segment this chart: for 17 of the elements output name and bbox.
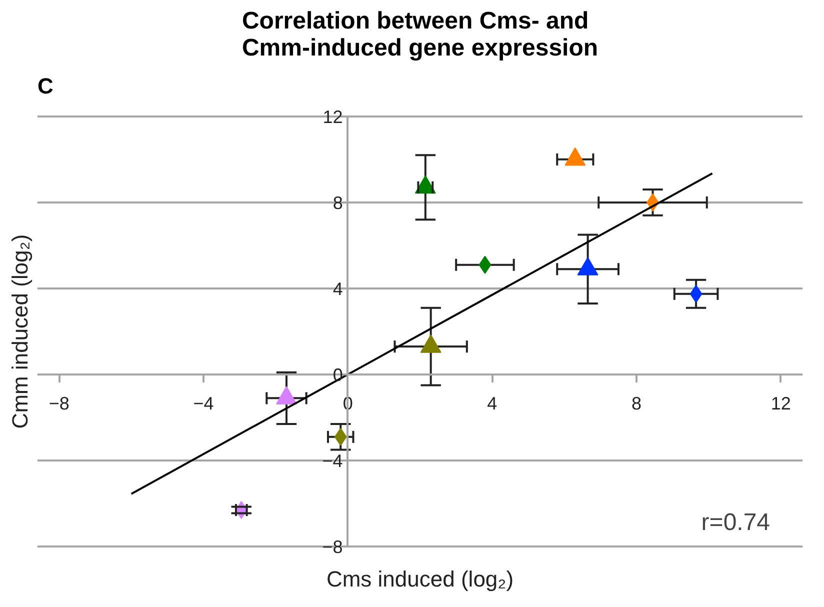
point [577,257,598,276]
x-tick-label: 12 [770,394,791,414]
text: C [38,74,54,98]
point [564,147,586,166]
x-tick-label: 4 [487,394,498,414]
x-axis-title: Cms induced (log₂) [326,566,514,592]
x-tick-label: 8 [632,394,642,414]
y-tick-label: 12 [322,106,343,127]
y-axis-title: Cmm induced (log₂) [8,234,32,429]
y-tick-label: 4 [332,278,343,299]
x-tick-label: −8 [48,394,70,414]
annotation: r=0.74 [701,508,770,536]
chart-title: Correlation between Cms- and Cmm-induced gene expression [242,8,598,62]
x-tick-label: −4 [193,394,214,414]
y-tick-label: −4 [322,451,343,472]
y-tick-label: −8 [322,537,343,558]
y-tick-label: 8 [332,192,343,213]
